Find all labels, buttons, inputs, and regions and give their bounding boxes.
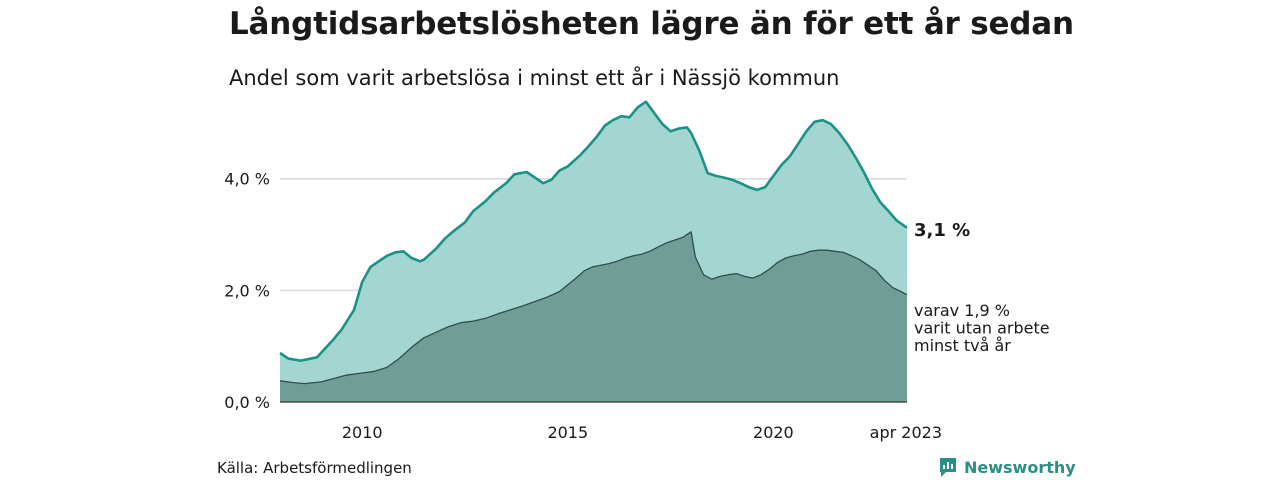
axes: 0,0 % 2,0 % 4,0 % 2010 2015 2020 apr 2023 (224, 170, 942, 442)
chart-subtitle: Andel som varit arbetslösa i minst ett å… (229, 66, 840, 90)
x-tick-label: 2020 (753, 423, 794, 442)
x-tick-label: apr 2023 (870, 423, 942, 442)
line-total (279, 100, 908, 362)
source-note: Källa: Arbetsförmedlingen (217, 459, 412, 477)
area-two-year (280, 231, 907, 402)
newsworthy-icon (940, 458, 956, 477)
chart-title: Långtidsarbetslösheten lägre än för ett … (229, 6, 1074, 42)
x-tick-label: 2010 (342, 423, 383, 442)
chart-areas (279, 100, 908, 402)
brand-logo[interactable]: Newsworthy (938, 456, 1076, 478)
x-tick-label: 2015 (547, 423, 588, 442)
line-two-year (279, 231, 908, 385)
y-tick-label: 2,0 % (224, 281, 270, 300)
series-end-label-two-year: varav 1,9 % varit utan arbete minst två år (914, 301, 1050, 355)
y-tick-label: 0,0 % (224, 393, 270, 412)
series-labels: 3,1 % varav 1,9 % varit utan arbete minst t… (914, 220, 1050, 355)
series-end-label-total: 3,1 % (914, 220, 970, 241)
y-tick-label: 4,0 % (224, 170, 270, 189)
brand-name: Newsworthy (964, 457, 1076, 477)
